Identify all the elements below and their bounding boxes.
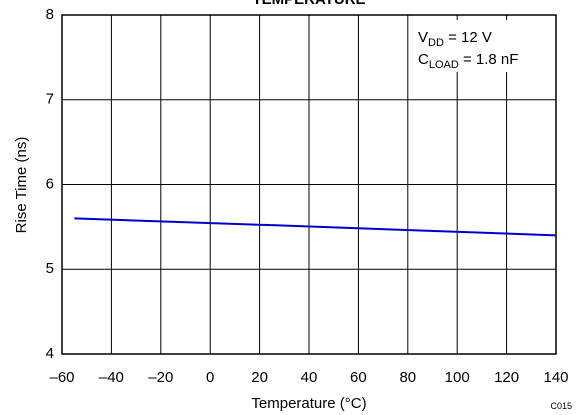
y-tick-label: 4 (46, 345, 54, 362)
y-axis-label: Rise Time (ns) (13, 137, 30, 234)
annotation: VDD = 12 V (418, 29, 492, 49)
annotation-sub: DD (428, 37, 444, 49)
figure-code: C015 (550, 401, 572, 411)
annotation: CLOAD = 1.8 nF (418, 51, 518, 71)
x-tick-label: 20 (251, 369, 268, 386)
x-tick-label: 120 (494, 369, 519, 386)
annotation-rest: = 1.8 nF (459, 51, 519, 68)
y-tick-label: 8 (46, 6, 54, 23)
plot-frame (61, 14, 557, 355)
annotation-main: V (418, 29, 428, 46)
y-tick-label: 5 (46, 260, 54, 277)
x-tick-label: –40 (99, 369, 124, 386)
annotation-sub: LOAD (429, 59, 459, 71)
chart-title: TEMPERATURE (252, 0, 365, 8)
data-line (74, 217, 557, 237)
x-tick-label: 60 (350, 369, 367, 386)
x-tick-label: 140 (543, 369, 568, 386)
x-tick-label: 80 (399, 369, 416, 386)
x-axis-label: Temperature (°C) (251, 395, 366, 412)
x-tick-label: –60 (49, 369, 74, 386)
annotation-rest: = 12 V (444, 29, 492, 46)
x-tick-label: 40 (301, 369, 318, 386)
annotation-box (410, 20, 548, 72)
x-tick-label: 100 (445, 369, 470, 386)
x-tick-label: 0 (206, 369, 214, 386)
y-tick-label: 7 (46, 91, 54, 108)
y-tick-label: 6 (46, 175, 54, 192)
x-tick-label: –20 (148, 369, 173, 386)
annotation-main: C (418, 51, 429, 68)
